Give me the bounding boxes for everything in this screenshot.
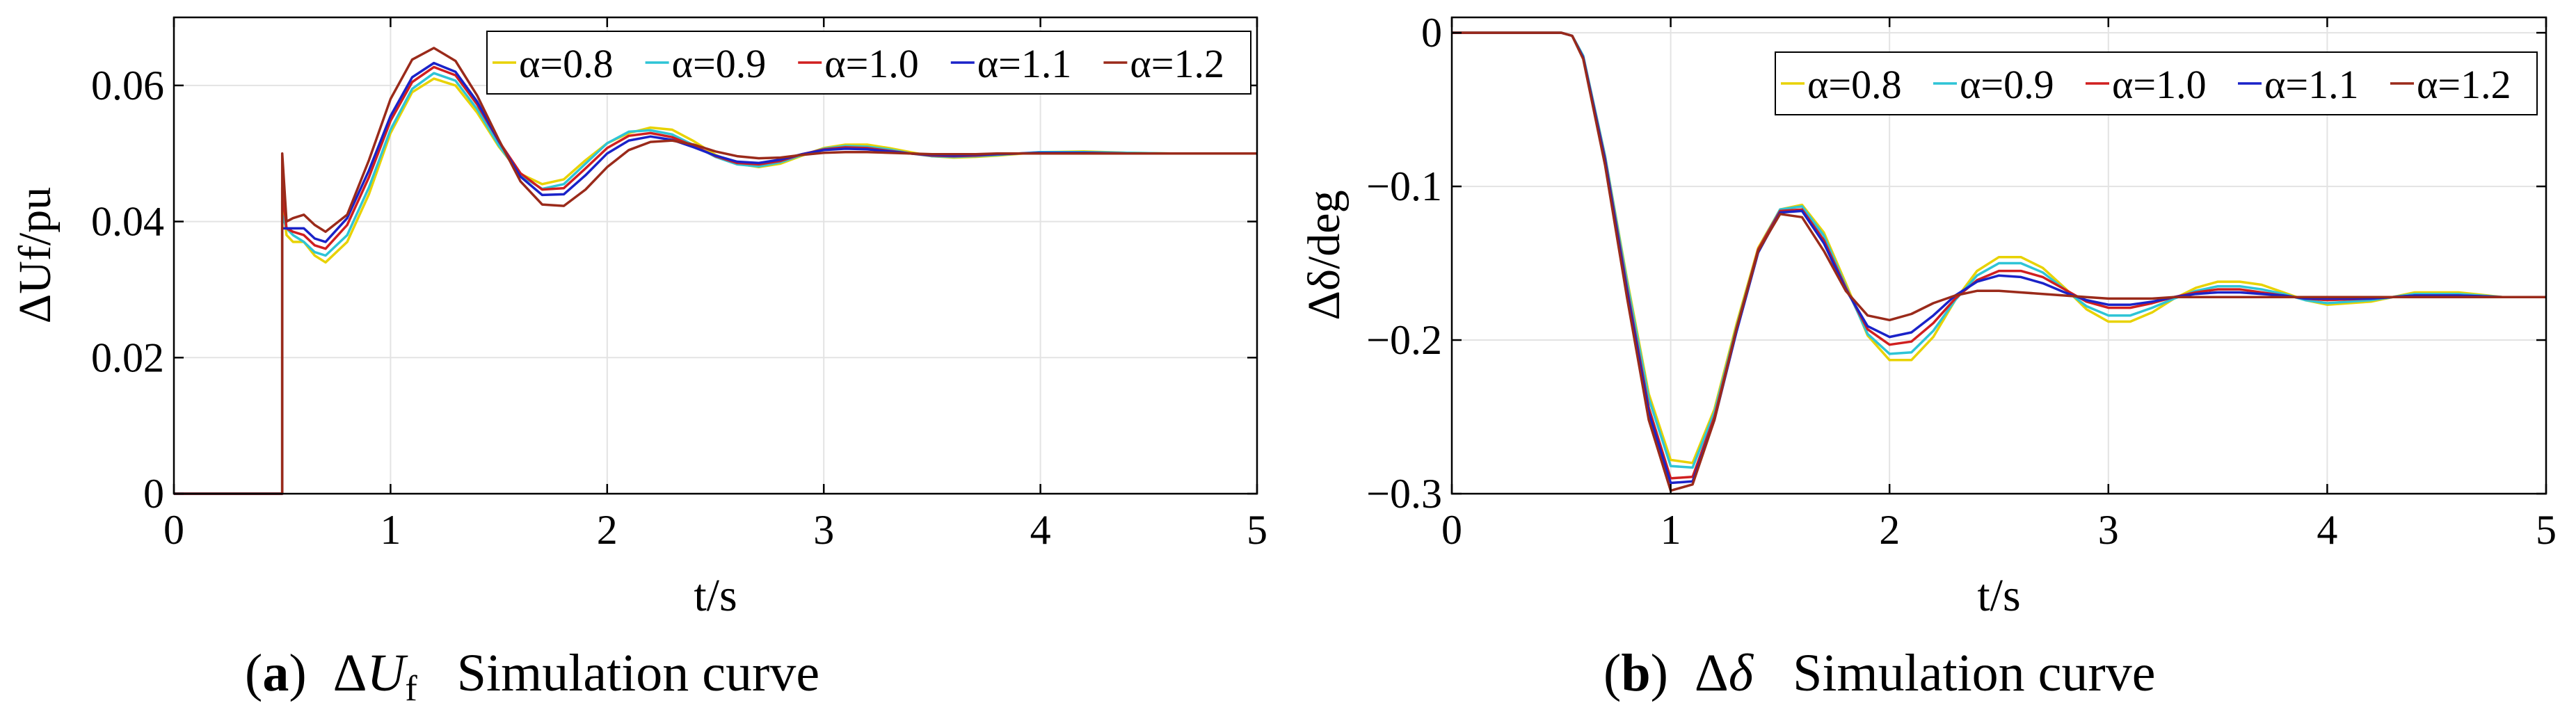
- chart-b-xtick-label-1: 1: [1661, 507, 1681, 553]
- chart-a-xtick-label-2: 2: [597, 507, 618, 553]
- chart-b-legend-label-4: α=1.2: [2417, 62, 2511, 107]
- chart-a-xtick-label-0: 0: [163, 507, 184, 553]
- chart-b-ylabel: Δδ/deg: [1299, 190, 1350, 320]
- caption-a-text: Simulation curve: [456, 644, 820, 702]
- chart-a-legend-label-4: α=1.2: [1130, 41, 1224, 86]
- chart-b-legend-label-1: α=0.9: [1960, 62, 2054, 107]
- chart-b-xtick-label-5: 5: [2536, 507, 2557, 553]
- chart-a-ytick-label-2: 0.04: [91, 199, 164, 245]
- chart-a-ytick-label-3: 0.06: [91, 63, 164, 108]
- caption-b-delta: Δ: [1694, 644, 1729, 702]
- chart-a-xtick-label-4: 4: [1030, 507, 1051, 553]
- chart-b-legend-label-0: α=0.8: [1807, 62, 1902, 107]
- chart-a-legend-label-2: α=1.0: [824, 41, 919, 86]
- chart-b-ytick-label-1: −0.2: [1366, 317, 1442, 363]
- chart-a-xtick-label-3: 3: [813, 507, 834, 553]
- caption-a: (a) ΔUf Simulation curve: [245, 644, 820, 709]
- chart-b-ytick-label-0: −0.3: [1366, 471, 1442, 517]
- chart-b-series-1: [1452, 31, 2546, 469]
- chart-a-legend-label-3: α=1.1: [977, 41, 1072, 86]
- chart-b-xlabel: t/s: [1977, 570, 2020, 621]
- chart-b-axes-box: [1450, 16, 2547, 495]
- chart-a-legend: α=0.8 α=0.9 α=1.0 α=1.1 α=1.2: [486, 31, 1251, 95]
- chart-a-legend-label-1: α=0.9: [672, 41, 767, 86]
- caption-b-tag: b: [1621, 644, 1651, 702]
- chart-b-legend-label-3: α=1.1: [2264, 62, 2359, 107]
- caption-a-symbol: U: [367, 644, 406, 702]
- chart-a-xtick-label-1: 1: [380, 507, 401, 553]
- chart-a-legend-label-0: α=0.8: [519, 41, 614, 86]
- chart-a-xtick-label-5: 5: [1247, 507, 1267, 553]
- chart-b-xtick-label-0: 0: [1441, 507, 1462, 553]
- caption-a-subscript: f: [405, 669, 417, 709]
- caption-b-symbol: δ: [1728, 644, 1754, 702]
- chart-a-series-4: [174, 47, 1257, 495]
- caption-b: (b) Δδ Simulation curve: [1603, 644, 2156, 702]
- chart-a-ytick-label-1: 0.02: [91, 334, 164, 380]
- caption-a-tag: a: [262, 644, 289, 702]
- chart-b-xtick-label-3: 3: [2098, 507, 2119, 553]
- chart-b-legend-label-2: α=1.0: [2112, 62, 2207, 107]
- caption-b-text: Simulation curve: [1793, 644, 2156, 702]
- chart-a-plot-area: [174, 17, 1257, 494]
- chart-b-legend: α=0.8 α=0.9 α=1.0 α=1.1 α=1.2: [1775, 51, 2538, 115]
- chart-b-series-3: [1452, 31, 2546, 485]
- chart-a-xlabel: t/s: [694, 570, 737, 621]
- chart-b-xtick-label-2: 2: [1879, 507, 1900, 553]
- chart-b-ytick-label-3: 0: [1421, 10, 1442, 56]
- chart-a-ylabel: ΔUf/pu: [10, 187, 61, 323]
- chart-a-axes-box: [173, 16, 1258, 495]
- chart-b-series-0: [1452, 31, 2546, 464]
- chart-b-xtick-label-4: 4: [2317, 507, 2337, 553]
- caption-a-delta: Δ: [333, 644, 367, 702]
- chart-a-ytick-label-0: 0: [143, 471, 164, 517]
- chart-b-ytick-label-2: −0.1: [1366, 163, 1442, 209]
